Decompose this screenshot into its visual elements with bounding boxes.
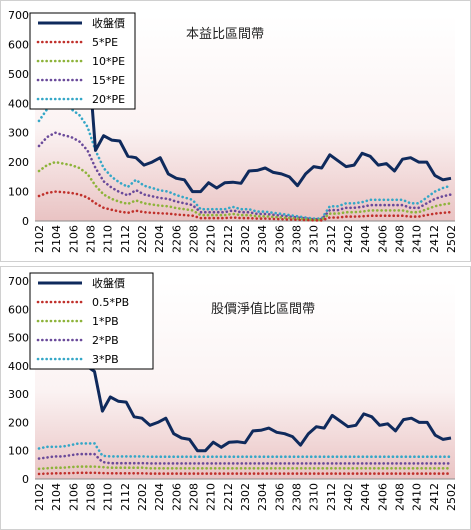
- x-tick-label: 2210: [205, 483, 218, 511]
- x-tick-label: 2306: [273, 483, 286, 511]
- x-tick-label: 2204: [153, 225, 166, 253]
- pe-band-chart-panel: 0 100 200 300 400 500 600 700 2102 2104 2106 2108 21…: [0, 0, 471, 262]
- x-tick-label: 2310: [308, 483, 321, 511]
- y-tick-label: 400: [8, 360, 29, 373]
- x-tick-label: 2412: [428, 483, 441, 511]
- x-tick-label: 2202: [136, 225, 149, 253]
- band-line-1: [37, 190, 453, 222]
- x-tick-label: 2110: [102, 225, 115, 253]
- legend-box: [29, 12, 136, 110]
- x-tick-label: 2208: [188, 483, 201, 511]
- x-tick-label: 2112: [119, 225, 132, 253]
- y-tick-label: 700: [8, 275, 29, 288]
- y-tick-label: 400: [8, 97, 29, 110]
- y-tick-label: 100: [8, 186, 29, 199]
- legend-label: 15*PE: [92, 74, 125, 87]
- x-tick-label: 2304: [256, 483, 269, 511]
- legend-label: 1*PB: [92, 315, 119, 328]
- chart-title: 本益比區間帶: [186, 27, 264, 42]
- close-price-line: [85, 364, 452, 453]
- x-tick-label: 2106: [67, 225, 80, 253]
- legend-label: 收盤價: [92, 276, 125, 290]
- x-tick-label: 2410: [411, 225, 424, 253]
- x-tick-label: 2308: [291, 483, 304, 511]
- x-tick-label: 2108: [85, 225, 98, 253]
- x-tick-label: 2206: [170, 225, 183, 253]
- x-tick-label: 2102: [33, 483, 46, 511]
- y-tick-label: 300: [8, 127, 29, 140]
- x-tick-label: 2502: [445, 483, 458, 511]
- x-tick-label: 2310: [308, 225, 321, 253]
- x-tick-label: 2302: [239, 225, 252, 253]
- band-line-3: [37, 131, 453, 221]
- x-tick-label: 2104: [50, 225, 63, 253]
- x-tick-label: 2110: [102, 483, 115, 511]
- x-tick-label: 2304: [256, 225, 269, 253]
- x-tick-label: 2406: [376, 225, 389, 253]
- band-line-1: [37, 471, 453, 476]
- x-tick-label: 2408: [394, 225, 407, 253]
- band-line-4: [37, 101, 453, 220]
- y-tick-label: 200: [8, 416, 29, 429]
- x-tick-label: 2502: [445, 225, 458, 253]
- legend-label: 5*PE: [92, 36, 118, 49]
- x-tick-label: 2410: [411, 483, 424, 511]
- band-line-2: [37, 465, 453, 471]
- x-tick-label: 2312: [325, 225, 338, 253]
- x-tick-label: 2306: [273, 225, 286, 253]
- y-tick-label: 500: [8, 332, 29, 345]
- x-tick-label: 2402: [342, 483, 355, 511]
- x-tick-label: 2404: [359, 483, 372, 511]
- x-tick-label: 2412: [428, 225, 441, 253]
- pb-band-chart-panel: 0 100 200 300 400 500 600 700 2102 2104 2106 2108 21…: [0, 266, 471, 530]
- pb-band-chart: 0 100 200 300 400 500 600 700 2102 2104 2106 2108 21…: [8, 272, 458, 511]
- x-tick-label: 2208: [188, 225, 201, 253]
- x-tick-label: 2108: [85, 483, 98, 511]
- legend-label: 0.5*PB: [92, 296, 129, 309]
- x-tick-label: 2212: [222, 483, 235, 511]
- y-tick-label: 0: [22, 473, 29, 486]
- close-price-line: [86, 44, 452, 194]
- y-tick-label: 500: [8, 68, 29, 81]
- legend-label: 2*PB: [92, 334, 119, 347]
- x-tick-label: 2408: [394, 483, 407, 511]
- chart-title: 股價淨值比區間帶: [211, 301, 315, 317]
- y-tick-label: 700: [8, 9, 29, 22]
- band-line-3: [37, 452, 453, 465]
- x-tick-label: 2206: [170, 483, 183, 511]
- pe-band-chart: 0 100 200 300 400 500 600 700 2102 2104 2106 2108 21…: [8, 9, 458, 253]
- y-tick-label: 300: [8, 388, 29, 401]
- x-tick-label: 2406: [376, 483, 389, 511]
- x-tick-label: 2210: [205, 225, 218, 253]
- x-tick-label: 2102: [33, 225, 46, 253]
- y-tick-label: 0: [22, 215, 29, 228]
- x-tick-label: 2302: [239, 483, 252, 511]
- x-tick-label: 2204: [153, 483, 166, 511]
- x-tick-label: 2112: [119, 483, 132, 511]
- x-tick-label: 2404: [359, 225, 372, 253]
- legend-label: 10*PE: [92, 55, 125, 68]
- legend-label: 收盤價: [92, 16, 125, 30]
- y-tick-label: 600: [8, 38, 29, 51]
- y-tick-label: 200: [8, 156, 29, 169]
- x-tick-label: 2402: [342, 225, 355, 253]
- y-tick-label: 100: [8, 445, 29, 458]
- x-tick-label: 2104: [50, 483, 63, 511]
- x-tick-label: 2106: [67, 483, 80, 511]
- legend-label: 20*PE: [92, 93, 125, 106]
- x-tick-label: 2212: [222, 225, 235, 253]
- y-tick-label: 600: [8, 303, 29, 316]
- x-tick-label: 2312: [325, 483, 338, 511]
- x-tick-label: 2308: [291, 225, 304, 253]
- x-tick-label: 2202: [136, 483, 149, 511]
- legend-label: 3*PB: [92, 353, 119, 366]
- band-line-2: [37, 160, 453, 222]
